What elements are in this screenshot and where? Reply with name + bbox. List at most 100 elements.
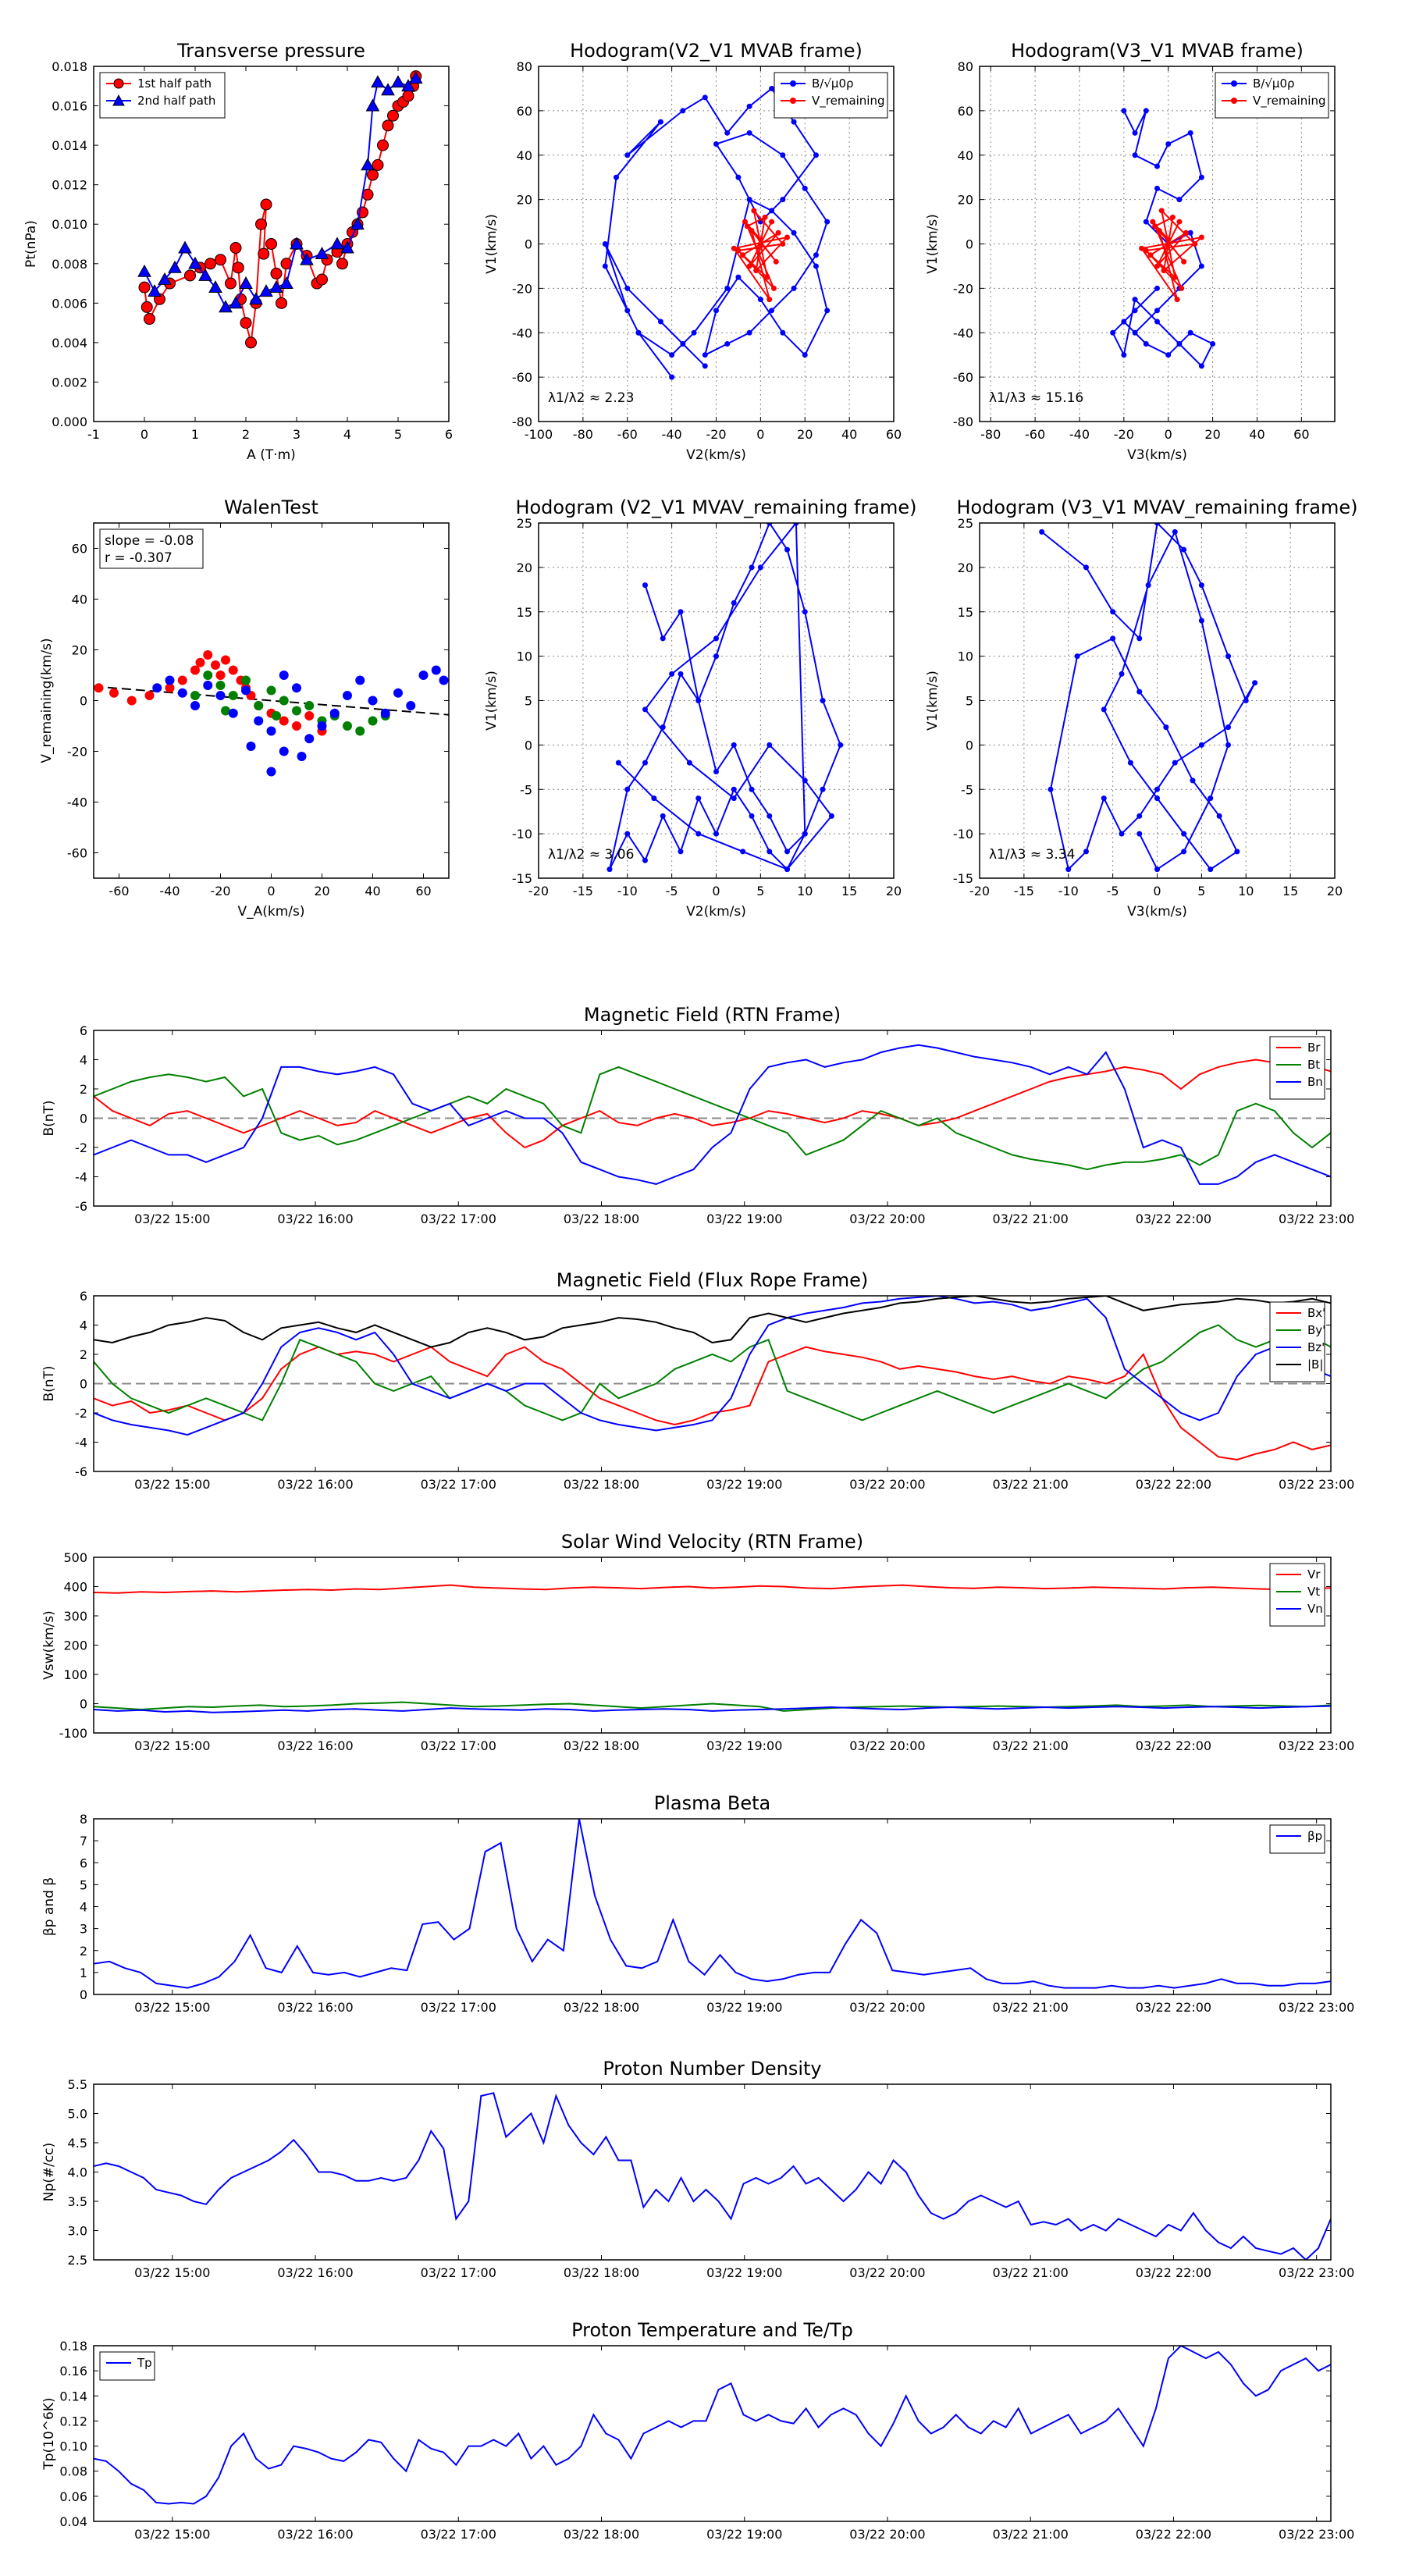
y-tick-label: -15: [512, 871, 532, 886]
y-tick-label: 40: [958, 148, 973, 163]
data-point: [219, 300, 233, 313]
x-tick-label: 5: [394, 427, 402, 442]
series-line-0: [1040, 523, 1256, 871]
data-point: [1183, 229, 1189, 236]
data-point: [1187, 130, 1193, 136]
data-point: [272, 711, 281, 720]
data-point: [624, 285, 631, 291]
data-point: [144, 313, 155, 326]
chart-1: -100 -80 -60 -40 -20 0 20 40 60-80-60-40-2002040…: [484, 40, 902, 463]
data-point: [1187, 229, 1193, 236]
data-point: [254, 716, 264, 726]
chart-title: Proton Number Density: [603, 2058, 821, 2080]
data-point: [177, 675, 187, 685]
data-point: [773, 258, 779, 265]
annotation-text: λ1/λ2 ≈ 3.06: [548, 847, 634, 863]
data-point: [380, 708, 390, 718]
y-axis-label: V_remaining(km/s): [39, 638, 55, 763]
data-point: [1039, 528, 1045, 535]
x-tick-label: 03/22 21:00: [993, 1212, 1069, 1226]
data-point: [1158, 208, 1165, 214]
x-tick-label: 0: [756, 427, 764, 442]
data-point: [731, 245, 737, 251]
data-point: [203, 671, 213, 680]
x-tick-label: -20: [1114, 427, 1134, 442]
x-tick-label: 03/22 15:00: [134, 2527, 210, 2542]
data-point: [391, 75, 405, 88]
data-point: [1121, 352, 1127, 358]
data-point: [109, 688, 119, 698]
data-point: [1208, 866, 1214, 873]
y-tick-label: -60: [512, 370, 532, 385]
data-point: [215, 691, 226, 700]
data-point: [290, 237, 304, 250]
x-tick-label: 03/22 16:00: [277, 1477, 353, 1492]
data-point: [292, 683, 301, 693]
x-tick-label: 03/22 17:00: [421, 1738, 496, 1753]
data-point: [1234, 849, 1240, 855]
x-tick-label: 0: [140, 427, 148, 442]
data-point: [304, 701, 315, 710]
y-tick-label: 5: [525, 694, 532, 709]
legend-marker: [113, 78, 124, 89]
data-point: [1174, 297, 1180, 303]
series-line-1: [94, 1324, 1331, 1421]
y-tick-label: 0: [525, 738, 532, 753]
data-point: [615, 760, 621, 766]
y-tick-label: -2: [75, 1406, 87, 1421]
data-point: [764, 274, 770, 280]
data-point: [269, 280, 283, 294]
data-point: [195, 657, 205, 667]
data-point: [680, 108, 686, 114]
y-tick-label: 4: [80, 1318, 87, 1333]
data-point: [350, 217, 365, 230]
data-point: [138, 281, 151, 294]
legend-box: [774, 72, 888, 119]
data-point: [746, 197, 752, 203]
data-point: [1181, 258, 1187, 265]
legend-label: Vr: [1307, 1567, 1321, 1582]
data-point: [770, 285, 777, 291]
x-tick-label: -60: [617, 427, 638, 442]
x-tick-label: 03/22 20:00: [849, 2527, 925, 2542]
data-point: [784, 546, 790, 553]
x-tick-label: 03/22 20:00: [849, 2265, 925, 2280]
x-tick-label: 03/22 19:00: [706, 2265, 782, 2280]
data-point: [657, 119, 663, 125]
data-point: [769, 219, 775, 225]
chart-title: Magnetic Field (RTN Frame): [584, 1004, 841, 1026]
x-tick-label: 3: [293, 427, 301, 442]
x-tick-label: 2: [242, 427, 250, 442]
y-tick-label: 200: [63, 1638, 87, 1653]
data-point: [221, 706, 230, 716]
x-tick-label: 4: [343, 427, 351, 442]
data-point: [635, 329, 642, 336]
y-tick-label: -2: [75, 1140, 87, 1155]
data-point: [746, 130, 752, 136]
series-line-2: [94, 1705, 1331, 1713]
x-tick-label: -10: [617, 884, 638, 898]
y-tick-label: -4: [75, 1170, 87, 1185]
x-tick-label: 20: [886, 884, 902, 898]
data-point: [1172, 274, 1178, 280]
data-point: [657, 318, 663, 325]
data-point: [820, 786, 826, 792]
plot-frame: [93, 1818, 1332, 1995]
data-point: [767, 849, 773, 855]
plot-area: [94, 1584, 1331, 1713]
y-tick-label: 0.04: [59, 2514, 87, 2529]
data-point: [824, 219, 831, 225]
y-tick-label: 0.002: [52, 375, 87, 390]
data-point: [751, 208, 757, 214]
data-point: [820, 698, 826, 703]
y-tick-label: -20: [953, 281, 973, 296]
data-point: [1065, 866, 1072, 873]
legend-label: 2nd half path: [137, 94, 215, 108]
x-tick-label: 40: [841, 427, 857, 442]
data-point: [317, 721, 327, 731]
x-tick-label: 03/22 15:00: [134, 1738, 210, 1753]
x-axis-label: V3(km/s): [1127, 447, 1187, 463]
y-axis-label: Vsw(km/s): [41, 1610, 57, 1680]
y-tick-label: 5.0: [68, 2107, 87, 2122]
plot-area: [94, 1044, 1331, 1185]
